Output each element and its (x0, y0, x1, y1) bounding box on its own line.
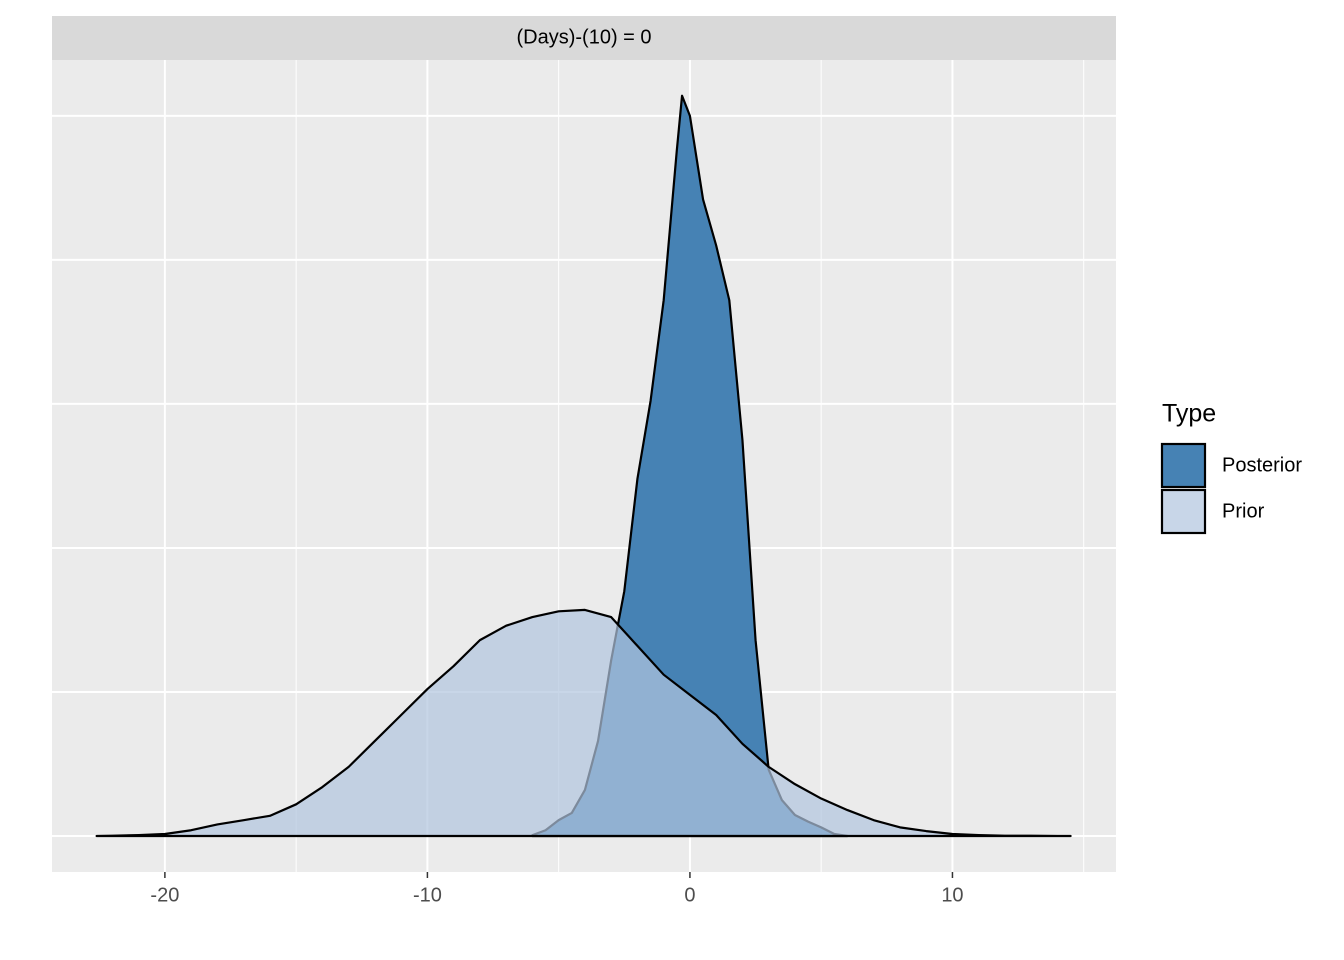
x-tick-label: -10 (413, 884, 442, 906)
legend-key (1160, 488, 1207, 535)
strip-title: (Days)-(10) = 0 (516, 26, 651, 48)
legend-key (1160, 442, 1207, 489)
strip (52, 16, 1116, 60)
x-tick-label: 10 (941, 884, 963, 906)
legend-title: Type (1162, 400, 1216, 428)
density-area (95, 608, 1072, 838)
legend-label: Posterior (1222, 454, 1302, 476)
legend-label: Prior (1222, 500, 1265, 522)
x-tick-label: -20 (150, 884, 179, 906)
x-tick-label: 0 (684, 884, 695, 906)
